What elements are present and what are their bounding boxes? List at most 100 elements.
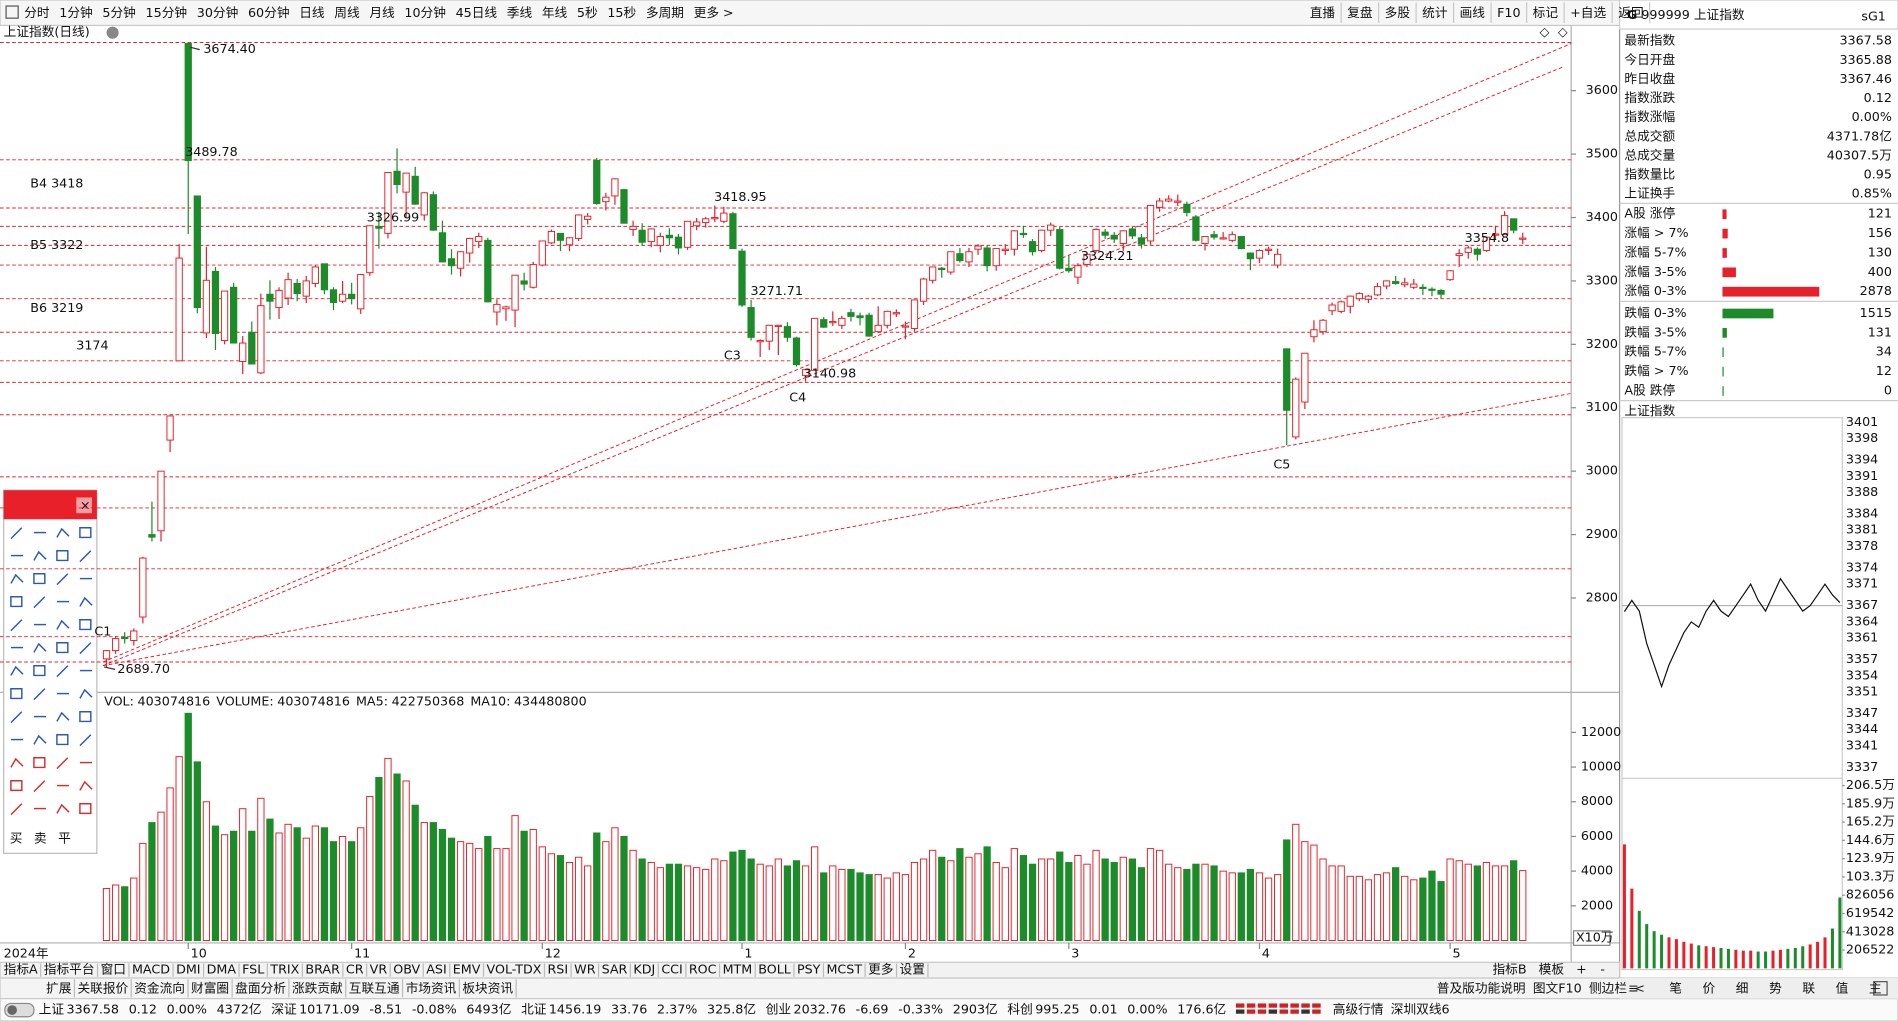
indicator-tab[interactable]: VOL-TDX (487, 962, 542, 977)
indicator-tab[interactable]: MTM (723, 962, 753, 977)
info-tab[interactable]: 盘面分析 (235, 980, 286, 995)
palette-tool[interactable] (33, 642, 47, 653)
palette-close[interactable] (76, 497, 93, 514)
status-extra[interactable]: 高级行情 (1333, 1002, 1384, 1017)
palette-tool[interactable] (10, 711, 23, 724)
indicator-tab[interactable]: CR (346, 962, 364, 977)
info-tab[interactable]: 涨跌贡献 (292, 980, 343, 995)
tool-button[interactable]: 价 (1702, 980, 1715, 995)
palette-tool[interactable] (33, 550, 47, 561)
period-tab[interactable]: 60分钟 (248, 5, 290, 20)
palette-tool[interactable] (79, 803, 92, 815)
palette-tool[interactable] (10, 665, 24, 676)
tool-button[interactable]: 值 (1836, 980, 1849, 995)
palette-trade[interactable]: 平 (58, 830, 71, 845)
info-tab[interactable]: 扩展 (46, 980, 72, 995)
indicator-tab[interactable]: + (1576, 962, 1587, 977)
palette-tool[interactable] (79, 642, 92, 655)
indicator-tab[interactable]: ASI (426, 962, 446, 977)
period-tab[interactable]: 15秒 (607, 5, 636, 20)
palette-tool[interactable] (10, 527, 23, 540)
toolbar-button[interactable]: F10 (1497, 5, 1520, 20)
indicator-tab[interactable]: BRAR (305, 962, 340, 977)
toolbar-button[interactable]: 复盘 (1347, 5, 1373, 20)
toolbar-button[interactable]: 统计 (1422, 5, 1448, 20)
palette-tool[interactable] (33, 665, 46, 677)
palette-tool[interactable] (10, 757, 24, 768)
indicator-tab[interactable]: EMV (453, 962, 481, 977)
info-link[interactable]: 侧边栏 (1589, 980, 1627, 995)
palette-tool[interactable] (56, 665, 69, 678)
palette-trade[interactable]: 卖 (34, 830, 47, 845)
period-tab[interactable]: 季线 (507, 5, 533, 20)
palette-tool[interactable] (56, 550, 69, 562)
palette-tool[interactable] (79, 734, 92, 747)
indicator-tab[interactable]: - (1600, 962, 1605, 977)
info-link[interactable]: 普及版功能说明 (1437, 980, 1526, 995)
tool-button[interactable]: 笔 (1669, 980, 1682, 995)
toolbar-button[interactable]: +自选 (1570, 5, 1606, 20)
period-tab[interactable]: 分时 (24, 5, 50, 20)
palette-tool[interactable] (33, 688, 46, 701)
palette-tool[interactable] (79, 711, 92, 723)
indicator-tab[interactable]: MACD (132, 962, 170, 977)
palette-tool[interactable] (79, 596, 93, 607)
indicator-tab[interactable]: CCI (661, 962, 682, 977)
toolbar-button[interactable]: 标记 (1533, 5, 1559, 20)
indicator-tab[interactable]: 更多 (868, 962, 893, 977)
info-link[interactable]: < (1634, 980, 1645, 995)
indicator-tab[interactable]: PSY (797, 962, 821, 977)
toolbar-icon[interactable] (5, 5, 19, 19)
palette-close-icon[interactable]: × (80, 497, 91, 512)
indicator-tab[interactable]: 指标A (4, 962, 38, 977)
info-tab[interactable]: 财富圈 (191, 980, 229, 995)
indicator-tab[interactable]: OBV (393, 962, 420, 977)
tool-button[interactable]: 主 (1869, 980, 1882, 995)
palette-tool[interactable] (56, 757, 69, 770)
period-tab[interactable]: 10分钟 (404, 5, 446, 20)
indicator-tab[interactable]: TRIX (269, 962, 299, 977)
indicator-tab[interactable]: FSL (242, 962, 264, 977)
palette-tool[interactable] (56, 619, 70, 630)
palette-tool[interactable] (33, 573, 46, 585)
palette-tool[interactable] (33, 757, 46, 769)
indicator-tab[interactable]: 指标B (1492, 962, 1526, 977)
period-tab[interactable]: 5分钟 (102, 5, 135, 20)
indicator-tab[interactable]: VR (370, 962, 388, 977)
tool-button[interactable]: 势 (1769, 980, 1782, 995)
indicator-tab[interactable]: 设置 (900, 962, 925, 977)
palette-tool[interactable] (10, 573, 24, 584)
info-tab[interactable]: 市场资讯 (406, 980, 457, 995)
period-tab[interactable]: 更多 > (694, 5, 734, 20)
chart-control[interactable]: ◇ (1540, 24, 1550, 39)
indicator-tab[interactable]: KDJ (633, 962, 655, 977)
indicator-tab[interactable]: MCST (826, 962, 862, 977)
indicator-tab[interactable]: ROC (689, 962, 717, 977)
period-tab[interactable]: 1分钟 (59, 5, 92, 20)
indicator-tab[interactable]: DMI (176, 962, 200, 977)
indicator-tab[interactable]: RSI (547, 962, 568, 977)
palette-tool[interactable] (10, 596, 23, 608)
toolbar-button[interactable]: 直播 (1310, 5, 1336, 20)
indicator-tab[interactable]: 模板 (1539, 962, 1565, 977)
info-tab[interactable]: 互联互通 (349, 980, 400, 995)
period-tab[interactable]: 5秒 (577, 5, 598, 20)
indicator-tab[interactable]: DMA (207, 962, 237, 977)
palette-tool[interactable] (33, 780, 46, 793)
period-tab[interactable]: 月线 (369, 5, 395, 20)
period-tab[interactable]: 周线 (334, 5, 360, 20)
tool-button[interactable]: 细 (1736, 980, 1749, 995)
palette-tool[interactable] (79, 619, 92, 631)
palette-trade[interactable]: 买 (10, 830, 23, 845)
indicator-tab[interactable]: WR (574, 962, 596, 977)
palette-tool[interactable] (10, 619, 23, 632)
menu-icon[interactable]: ≡ (1628, 980, 1639, 995)
palette-tool[interactable] (56, 527, 70, 538)
info-tab[interactable]: 资金流向 (134, 980, 185, 995)
palette-tool[interactable] (79, 550, 92, 563)
palette-tool[interactable] (56, 711, 70, 722)
info-tab[interactable]: 关联报价 (77, 980, 128, 995)
palette-tool[interactable] (56, 734, 69, 746)
period-tab[interactable]: 45日线 (456, 5, 498, 20)
period-tab[interactable]: 30分钟 (197, 5, 239, 20)
